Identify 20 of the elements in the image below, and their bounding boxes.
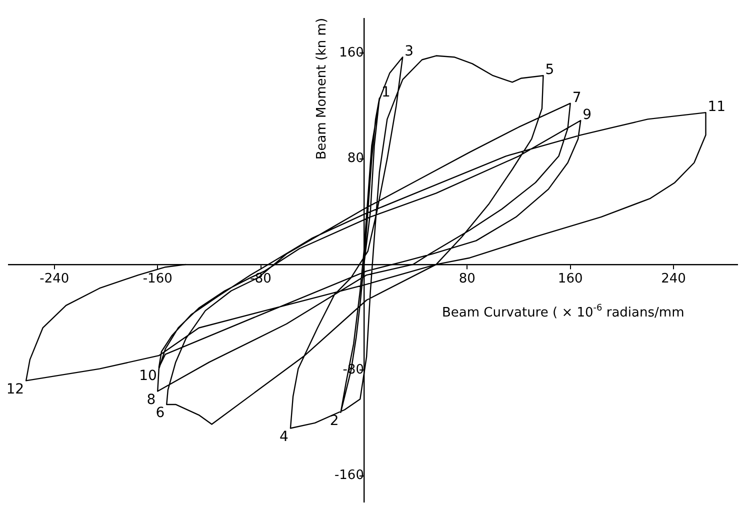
annotation: 1 <box>381 84 390 101</box>
annotation: 5 <box>545 62 554 78</box>
annotation: 9 <box>582 107 592 124</box>
annotation: 7 <box>572 90 582 106</box>
annotation: 3 <box>404 44 414 60</box>
x-tick-label: -160 <box>142 272 172 287</box>
x-tick-label: 240 <box>661 272 686 287</box>
annotation: 6 <box>156 405 165 422</box>
y-tick-label: 160 <box>339 46 364 61</box>
annotation: 12 <box>6 381 24 398</box>
annotation: 10 <box>139 368 157 384</box>
x-tick-label: 80 <box>458 272 476 287</box>
annotation: 8 <box>146 392 156 408</box>
x-tick-label: 160 <box>558 272 583 287</box>
x-tick-label: -240 <box>40 272 70 287</box>
annotation: 4 <box>280 428 289 445</box>
y-axis-title: Beam Moment (kn m) <box>314 18 330 160</box>
y-tick-label: 80 <box>347 151 364 166</box>
y-tick-label: -160 <box>334 468 364 484</box>
annotation: 11 <box>708 99 726 116</box>
